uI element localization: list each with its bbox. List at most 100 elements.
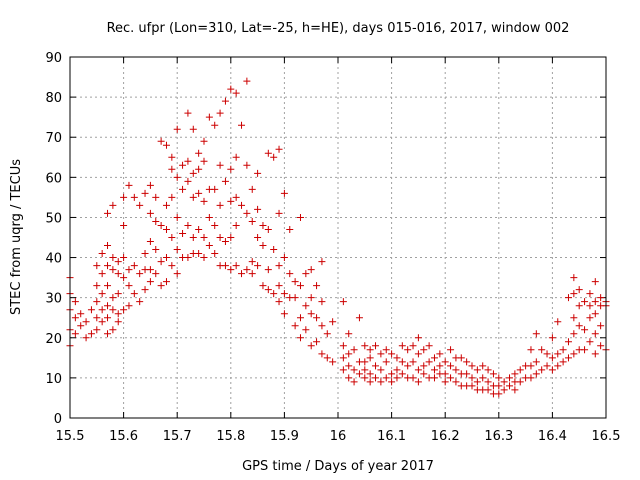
data-point xyxy=(232,221,240,229)
data-point xyxy=(597,294,605,302)
data-point xyxy=(409,342,417,350)
data-point xyxy=(136,270,144,278)
data-point xyxy=(350,346,358,354)
data-point xyxy=(162,225,170,233)
y-axis-ticks: 0 10 20 30 40 50 60 70 80 90 xyxy=(45,51,606,427)
data-point xyxy=(248,270,256,278)
data-point xyxy=(345,330,353,338)
data-point xyxy=(141,286,149,294)
data-point xyxy=(313,282,321,290)
data-point xyxy=(109,326,117,334)
data-point xyxy=(104,330,112,338)
data-point xyxy=(264,149,272,157)
data-point xyxy=(532,358,540,366)
data-point xyxy=(168,193,176,201)
data-point xyxy=(152,193,160,201)
data-point xyxy=(248,185,256,193)
data-point xyxy=(254,262,262,270)
data-point xyxy=(339,342,347,350)
data-point xyxy=(532,330,540,338)
data-point xyxy=(184,221,192,229)
data-point xyxy=(104,302,112,310)
data-point xyxy=(307,294,315,302)
data-point xyxy=(398,370,406,378)
data-point xyxy=(243,266,251,274)
data-point xyxy=(302,270,310,278)
data-point xyxy=(87,306,95,314)
data-point xyxy=(227,266,235,274)
data-point xyxy=(109,306,117,314)
data-point xyxy=(495,374,503,382)
data-point xyxy=(200,234,208,241)
data-point xyxy=(243,161,251,169)
data-point xyxy=(200,254,208,262)
data-point xyxy=(377,350,385,358)
data-point xyxy=(211,221,219,229)
data-point xyxy=(141,250,149,258)
data-point xyxy=(554,318,562,326)
data-point xyxy=(425,342,433,350)
data-point xyxy=(489,370,497,378)
data-point xyxy=(591,310,599,318)
data-point xyxy=(355,314,363,322)
data-point xyxy=(543,362,551,370)
x-tick-label: 16.4 xyxy=(538,429,567,444)
data-point xyxy=(388,350,396,358)
data-point xyxy=(232,262,240,270)
data-point xyxy=(264,225,272,233)
data-point xyxy=(313,338,321,346)
data-point xyxy=(532,370,540,378)
data-point xyxy=(157,258,165,266)
data-point xyxy=(254,169,262,177)
data-point xyxy=(538,366,546,374)
y-tick-label: 30 xyxy=(45,292,62,307)
data-point xyxy=(409,358,417,366)
data-point xyxy=(538,346,546,354)
data-point xyxy=(264,266,272,274)
data-point xyxy=(120,274,128,282)
data-point xyxy=(377,366,385,374)
data-point xyxy=(441,378,449,386)
data-point xyxy=(318,350,326,358)
data-point xyxy=(184,157,192,165)
data-point xyxy=(296,282,304,290)
data-point xyxy=(398,358,406,366)
data-point xyxy=(104,242,112,250)
data-point xyxy=(575,286,583,294)
x-tick-label: 16.1 xyxy=(377,429,406,444)
data-point xyxy=(361,374,369,382)
plot-frame xyxy=(69,56,607,419)
data-point xyxy=(120,193,128,201)
data-point xyxy=(366,370,374,378)
data-point xyxy=(275,298,283,306)
data-point xyxy=(93,326,101,334)
data-point xyxy=(382,374,390,382)
data-point xyxy=(302,326,310,334)
data-point xyxy=(227,165,235,173)
data-point xyxy=(414,378,422,386)
data-point xyxy=(484,366,492,374)
data-point xyxy=(495,382,503,390)
data-point xyxy=(146,238,154,246)
data-point xyxy=(93,314,101,322)
data-point xyxy=(216,201,224,209)
data-point xyxy=(404,346,412,354)
data-point xyxy=(345,350,353,358)
data-point xyxy=(152,217,160,225)
data-point xyxy=(382,358,390,366)
data-point xyxy=(280,254,288,262)
data-point xyxy=(527,346,535,354)
x-axis-ticks: 15.5 15.6 15.7 15.8 15.9 16 16.1 16.2 16.3 16.4 16… xyxy=(56,57,620,444)
data-point xyxy=(120,254,128,262)
data-point xyxy=(98,290,106,298)
data-point xyxy=(221,238,229,246)
data-point xyxy=(146,209,154,217)
data-point xyxy=(195,165,203,173)
data-point xyxy=(463,370,471,378)
data-point xyxy=(366,354,374,362)
data-point xyxy=(393,374,401,382)
data-point xyxy=(168,153,176,161)
data-point xyxy=(238,201,246,209)
data-point xyxy=(221,97,229,105)
